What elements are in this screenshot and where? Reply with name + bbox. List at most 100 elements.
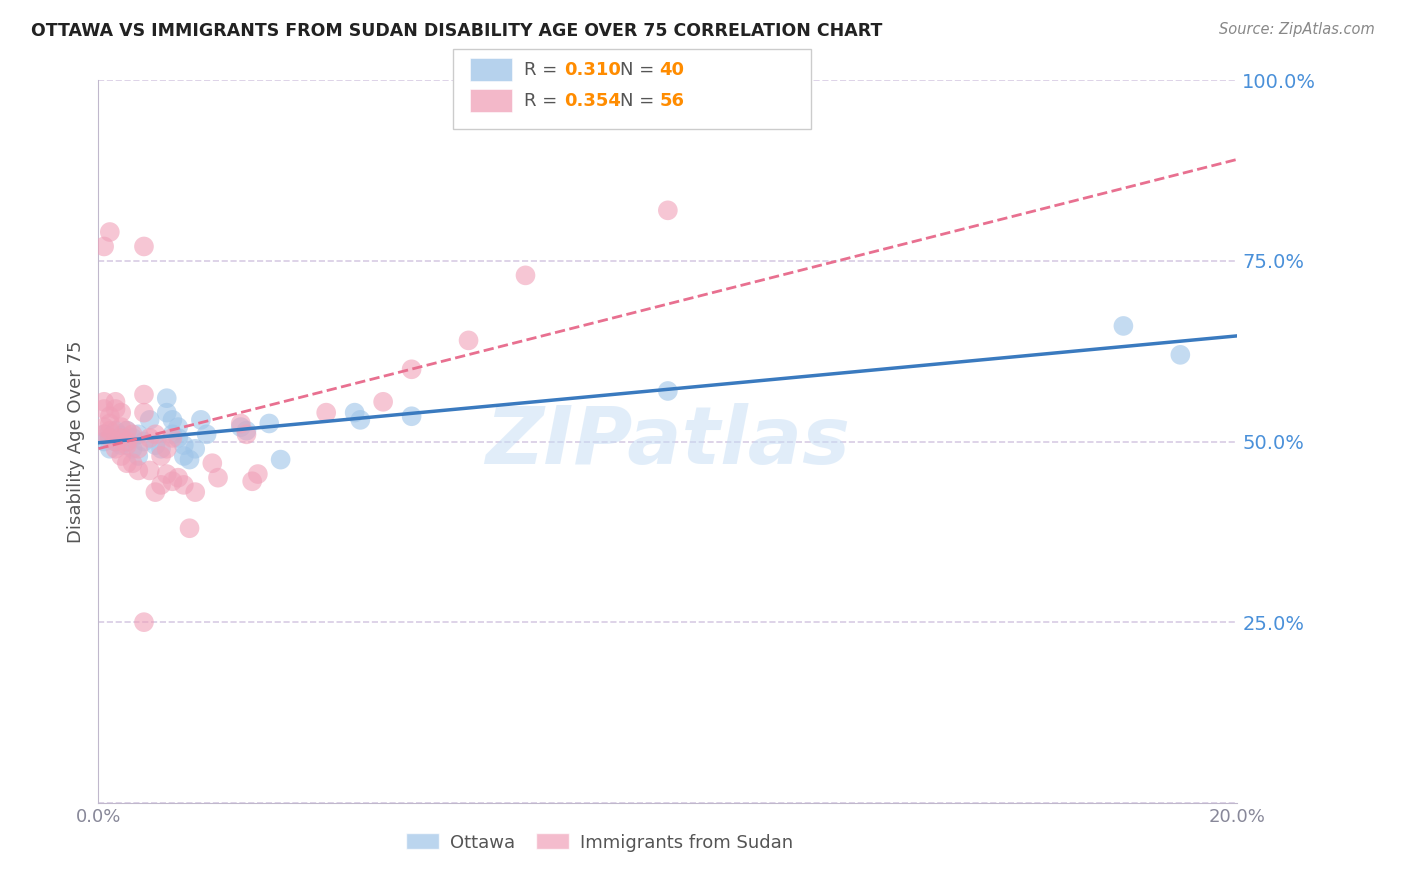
Point <box>138 463 160 477</box>
Text: 56: 56 <box>659 92 685 110</box>
Point <box>104 442 127 456</box>
Point <box>138 413 160 427</box>
Point <box>121 456 143 470</box>
Point <box>127 427 149 442</box>
Point <box>110 406 132 420</box>
Point <box>184 442 207 456</box>
Point <box>115 434 138 449</box>
Point <box>401 362 423 376</box>
Point <box>110 449 132 463</box>
Point <box>167 420 190 434</box>
Y-axis label: Disability Age Over 75: Disability Age Over 75 <box>66 340 84 543</box>
Point <box>93 434 115 449</box>
Point <box>150 478 173 492</box>
Point <box>173 449 195 463</box>
Point <box>515 268 537 283</box>
Point <box>145 427 167 442</box>
Text: N =: N = <box>620 92 659 110</box>
Point <box>98 424 121 438</box>
Point <box>104 424 127 438</box>
Point <box>229 417 252 431</box>
Point <box>110 438 132 452</box>
Point <box>270 452 292 467</box>
Text: OTTAWA VS IMMIGRANTS FROM SUDAN DISABILITY AGE OVER 75 CORRELATION CHART: OTTAWA VS IMMIGRANTS FROM SUDAN DISABILI… <box>31 22 883 40</box>
Point <box>132 406 155 420</box>
Point <box>98 417 121 431</box>
Point <box>162 431 184 445</box>
Point <box>156 442 179 456</box>
Point <box>115 438 138 452</box>
Point <box>98 431 121 445</box>
Point <box>349 413 371 427</box>
Point <box>173 478 195 492</box>
Point <box>115 424 138 438</box>
Text: R =: R = <box>524 92 564 110</box>
Text: R =: R = <box>524 61 564 78</box>
Point <box>167 431 190 445</box>
Point <box>184 485 207 500</box>
Point <box>93 427 115 442</box>
Point <box>150 442 173 456</box>
Point <box>132 239 155 253</box>
Point <box>110 431 132 445</box>
Point <box>246 467 269 481</box>
Point <box>93 239 115 253</box>
Point <box>343 406 366 420</box>
Point <box>167 470 190 484</box>
Point <box>195 427 218 442</box>
Point <box>93 427 115 442</box>
Text: N =: N = <box>620 61 659 78</box>
Point <box>110 420 132 434</box>
Text: Source: ZipAtlas.com: Source: ZipAtlas.com <box>1219 22 1375 37</box>
Point <box>132 434 155 449</box>
Point <box>173 438 195 452</box>
Point <box>115 456 138 470</box>
Point <box>145 485 167 500</box>
Point <box>98 225 121 239</box>
Point <box>145 438 167 452</box>
Point <box>121 427 143 442</box>
Text: 0.310: 0.310 <box>564 61 620 78</box>
Point <box>179 452 201 467</box>
Point <box>98 409 121 424</box>
Point <box>104 434 127 449</box>
Point <box>93 420 115 434</box>
Point <box>104 394 127 409</box>
Point <box>150 449 173 463</box>
Point <box>104 402 127 417</box>
Point <box>259 417 281 431</box>
Point <box>235 424 257 438</box>
Point <box>132 387 155 401</box>
Point <box>156 406 179 420</box>
Point <box>121 442 143 456</box>
Point <box>93 402 115 417</box>
Text: 0.354: 0.354 <box>564 92 620 110</box>
Point <box>132 615 155 630</box>
Point <box>93 394 115 409</box>
Point <box>110 429 132 443</box>
Point <box>1170 348 1192 362</box>
Text: 40: 40 <box>659 61 685 78</box>
Point <box>162 427 184 442</box>
Point <box>156 391 179 405</box>
Point <box>98 431 121 445</box>
Point <box>121 431 143 445</box>
Point <box>240 475 263 489</box>
Point <box>98 442 121 456</box>
Point <box>190 413 212 427</box>
Point <box>179 521 201 535</box>
Point <box>657 384 679 398</box>
Point <box>201 456 224 470</box>
Point <box>138 431 160 445</box>
Point <box>104 434 127 449</box>
Point <box>162 413 184 427</box>
Point <box>127 463 149 477</box>
Point <box>315 406 337 420</box>
Point <box>115 424 138 438</box>
Point <box>162 475 184 489</box>
Point <box>235 427 257 442</box>
Point <box>1112 318 1135 333</box>
Point <box>156 467 179 481</box>
Legend: Ottawa, Immigrants from Sudan: Ottawa, Immigrants from Sudan <box>399 826 800 859</box>
Point <box>207 470 229 484</box>
